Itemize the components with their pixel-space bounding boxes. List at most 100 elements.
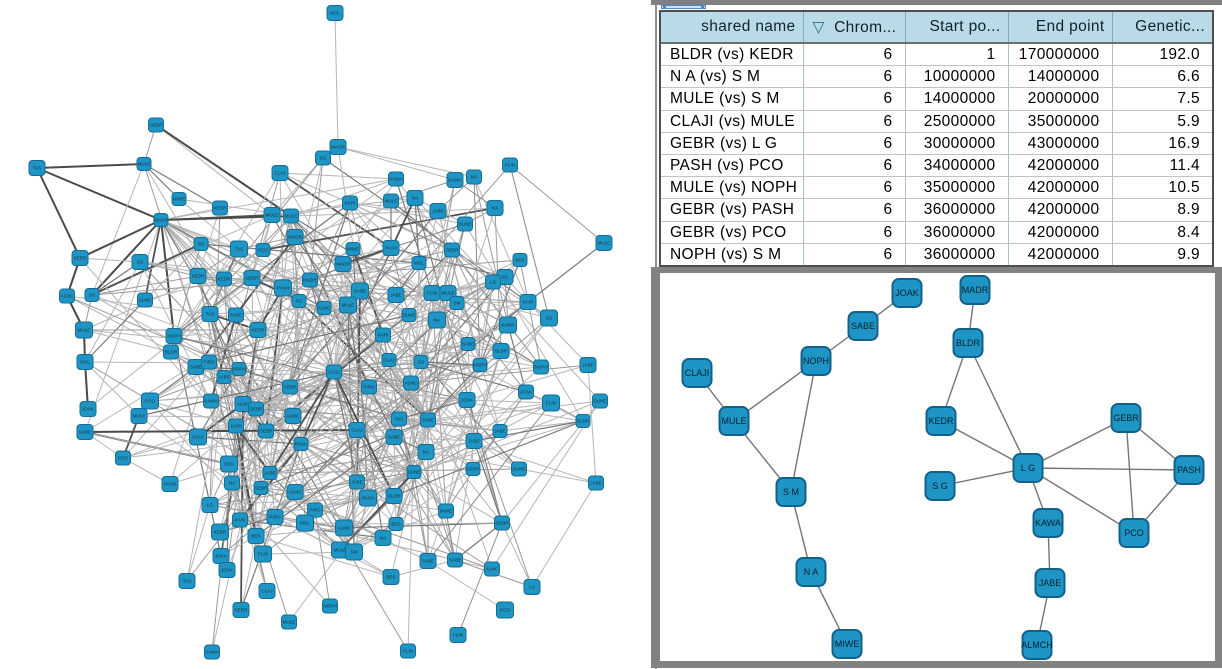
svg-text:KAWA: KAWA <box>448 178 462 183</box>
svg-text:JABE: JABE <box>390 293 402 298</box>
svg-text:ALMCH: ALMCH <box>1021 640 1053 650</box>
svg-text:MIWE: MIWE <box>347 247 360 252</box>
svg-text:GEBR: GEBR <box>245 276 259 281</box>
svg-text:MULE: MULE <box>138 162 151 167</box>
svg-text:ALMC: ALMC <box>486 567 499 572</box>
svg-text:NOPH: NOPH <box>473 363 486 368</box>
svg-text:MADR: MADR <box>154 218 168 223</box>
svg-text:BLDR: BLDR <box>577 419 590 424</box>
svg-text:PIRO: PIRO <box>309 508 321 513</box>
svg-text:PIRO: PIRO <box>363 385 375 390</box>
svg-text:SG: SG <box>320 156 327 161</box>
svg-text:TAS: TAS <box>183 579 192 584</box>
svg-text:SG: SG <box>502 275 509 280</box>
svg-text:TAS: TAS <box>206 312 215 317</box>
svg-text:SABE: SABE <box>449 558 461 563</box>
svg-text:DUNE: DUNE <box>402 313 415 318</box>
svg-text:TAS: TAS <box>395 417 404 422</box>
svg-text:ALMC: ALMC <box>405 381 418 386</box>
svg-text:NA: NA <box>492 206 499 211</box>
svg-text:L G: L G <box>1021 463 1035 473</box>
svg-text:MADR: MADR <box>331 145 345 150</box>
svg-text:GEBR: GEBR <box>283 385 297 390</box>
svg-text:SABE: SABE <box>388 435 400 440</box>
svg-text:PASH: PASH <box>362 496 374 501</box>
svg-text:MULE: MULE <box>285 214 298 219</box>
svg-text:SABE: SABE <box>462 342 474 347</box>
svg-text:JOAK: JOAK <box>461 398 474 403</box>
svg-text:LG: LG <box>490 280 497 285</box>
svg-text:JABE: JABE <box>432 209 444 214</box>
svg-text:GEBR: GEBR <box>259 429 273 434</box>
svg-text:SABE: SABE <box>79 430 91 435</box>
svg-text:MADR: MADR <box>962 285 989 295</box>
svg-text:SABE: SABE <box>851 321 875 331</box>
svg-text:SABE: SABE <box>354 289 366 294</box>
svg-text:PIRO: PIRO <box>203 360 215 365</box>
svg-text:KAWA: KAWA <box>205 650 219 655</box>
svg-text:FLIN: FLIN <box>505 163 515 168</box>
svg-text:MULE: MULE <box>442 291 455 296</box>
svg-text:PCO: PCO <box>500 608 510 613</box>
svg-text:MULE: MULE <box>721 416 746 426</box>
svg-text:MOL: MOL <box>414 261 424 266</box>
svg-text:JABE: JABE <box>351 480 363 485</box>
svg-text:JOAK: JOAK <box>192 435 205 440</box>
svg-text:ALMC: ALMC <box>318 306 331 311</box>
svg-text:KAWA: KAWA <box>501 323 515 328</box>
svg-text:JABE: JABE <box>494 429 506 434</box>
svg-text:FLIN: FLIN <box>403 649 413 654</box>
svg-text:FLIN: FLIN <box>453 633 463 638</box>
svg-text:CLAJ: CLAJ <box>351 428 362 433</box>
svg-text:ALMC: ALMC <box>237 402 250 407</box>
svg-text:PIRO: PIRO <box>269 515 281 520</box>
svg-text:MULE: MULE <box>283 620 296 625</box>
svg-text:CLAJI: CLAJI <box>685 368 710 378</box>
svg-text:NOPH: NOPH <box>232 367 245 372</box>
svg-text:TAS: TAS <box>33 166 42 171</box>
svg-text:N A: N A <box>804 567 819 577</box>
svg-text:KEDR: KEDR <box>218 277 231 282</box>
svg-text:KEDR: KEDR <box>214 206 227 211</box>
svg-text:KEDR: KEDR <box>214 530 227 535</box>
svg-text:CLAJ: CLAJ <box>261 589 272 594</box>
svg-text:KEDR: KEDR <box>252 328 265 333</box>
svg-text:PCO: PCO <box>118 456 128 461</box>
svg-text:GEBR: GEBR <box>466 467 480 472</box>
svg-text:NOPH: NOPH <box>167 334 180 339</box>
svg-text:FLIN: FLIN <box>546 401 556 406</box>
svg-text:KARI: KARI <box>231 424 242 429</box>
svg-text:JABE: JABE <box>264 471 276 476</box>
svg-text:CLAJ: CLAJ <box>328 370 339 375</box>
svg-text:KARI: KARI <box>345 201 356 206</box>
svg-text:JOAK: JOAK <box>221 568 234 573</box>
svg-text:MULE: MULE <box>133 414 146 419</box>
svg-text:LG: LG <box>207 503 214 508</box>
svg-text:DUNE: DUNE <box>512 467 525 472</box>
svg-text:S M: S M <box>783 487 799 497</box>
svg-text:ALMC: ALMC <box>61 294 74 299</box>
svg-text:MULE: MULE <box>342 303 355 308</box>
svg-text:JABE: JABE <box>468 439 480 444</box>
svg-text:MULE: MULE <box>266 213 279 218</box>
svg-text:GEBR: GEBR <box>445 248 459 253</box>
svg-text:KARI: KARI <box>378 333 389 338</box>
svg-text:SABE: SABE <box>422 418 434 423</box>
svg-text:JABE: JABE <box>1039 578 1062 588</box>
svg-text:PASH: PASH <box>164 482 176 487</box>
svg-text:BLDR: BLDR <box>495 349 508 354</box>
svg-text:KEDR: KEDR <box>235 608 248 613</box>
svg-text:BLDR: BLDR <box>956 338 981 348</box>
svg-text:GEBR: GEBR <box>254 486 268 491</box>
svg-text:BES: BES <box>251 534 260 539</box>
svg-text:NOPH: NOPH <box>323 604 336 609</box>
svg-text:PASH: PASH <box>385 246 397 251</box>
svg-text:MULE: MULE <box>334 548 347 553</box>
svg-text:PCO: PCO <box>258 248 268 253</box>
svg-text:CLAJ: CLAJ <box>274 171 285 176</box>
svg-text:MULE: MULE <box>78 328 91 333</box>
svg-text:MADR: MADR <box>288 235 302 240</box>
svg-text:GEBR: GEBR <box>1113 413 1139 423</box>
svg-text:KEDR: KEDR <box>192 274 205 279</box>
svg-text:S G: S G <box>932 481 948 491</box>
